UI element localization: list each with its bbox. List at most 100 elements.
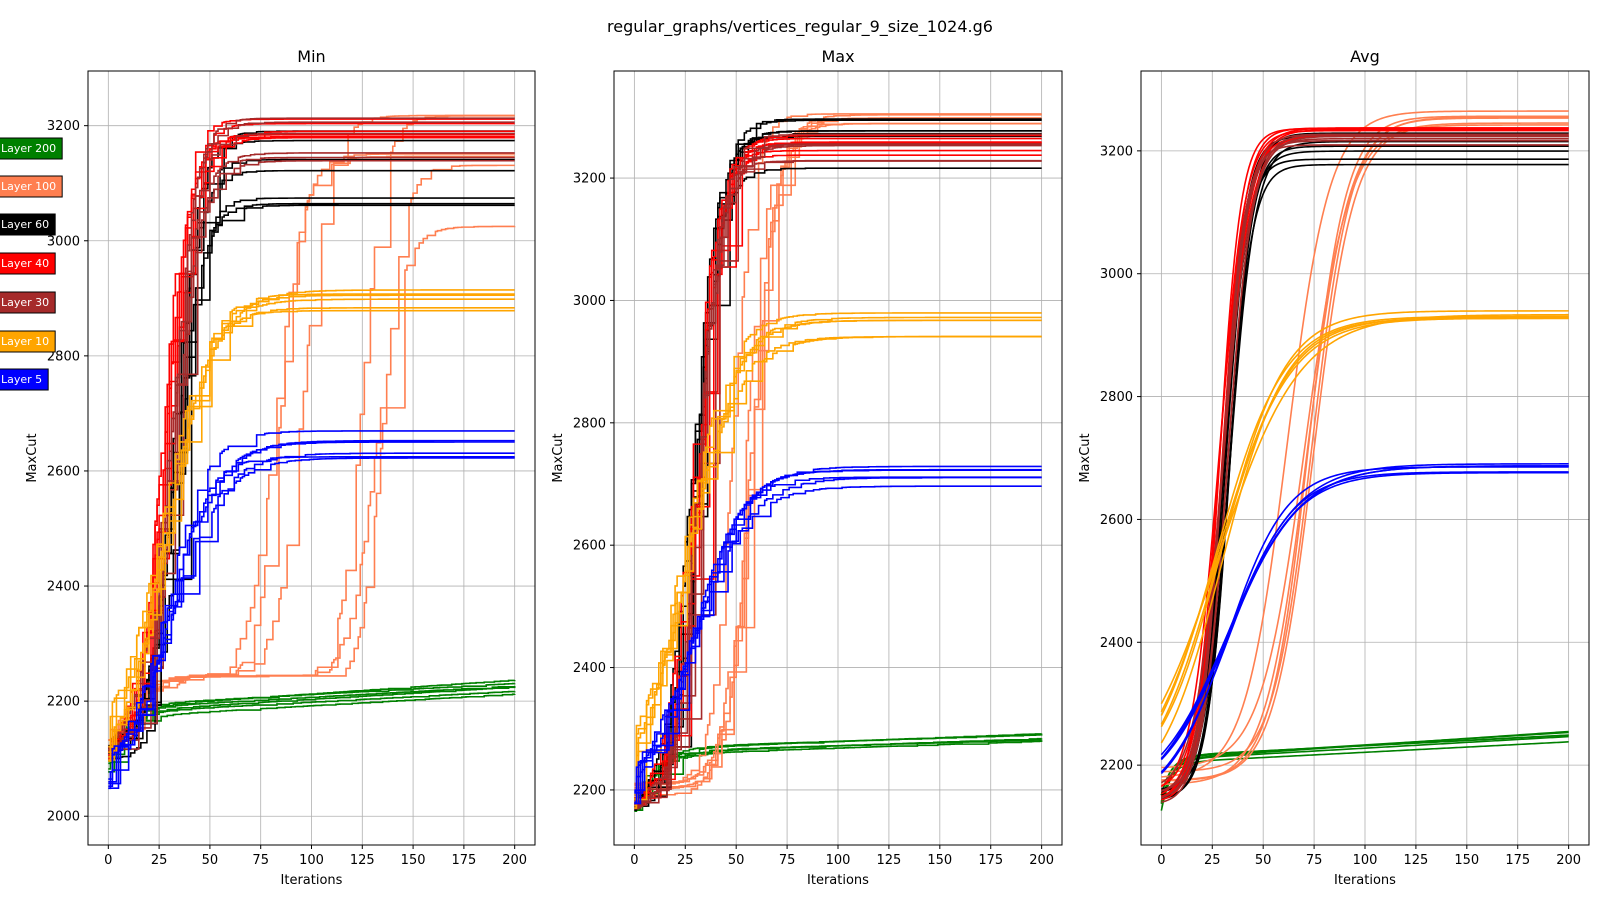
series-line-layer-30 bbox=[1160, 135, 1569, 784]
series-line-layer-100 bbox=[1161, 115, 1569, 781]
series-line-layer-60 bbox=[634, 119, 1042, 807]
x-tick-label: 50 bbox=[728, 853, 745, 868]
series-line-layer-30 bbox=[108, 159, 515, 752]
x-tick-label: 100 bbox=[826, 853, 851, 868]
series-line-layer-5 bbox=[108, 439, 515, 788]
series-line-layer-30 bbox=[1161, 139, 1569, 792]
series-line-layer-30 bbox=[108, 121, 515, 752]
y-axis-label: MaxCut bbox=[551, 433, 566, 482]
y-tick-label: 2400 bbox=[1100, 636, 1133, 651]
series-line-layer-5 bbox=[1160, 465, 1569, 760]
legend-label: Layer 30 bbox=[1, 296, 49, 309]
legend-label: Layer 5 bbox=[1, 373, 42, 386]
series-line-layer-60 bbox=[1161, 150, 1569, 799]
legend-swatch bbox=[0, 252, 56, 275]
series-line-layer-5 bbox=[108, 430, 515, 780]
x-tick-label: 75 bbox=[1306, 853, 1323, 868]
x-tick-label: 200 bbox=[1556, 853, 1581, 868]
series-line-layer-60 bbox=[1161, 158, 1569, 796]
subplot-title: Min bbox=[297, 47, 325, 66]
legend-swatch bbox=[0, 137, 63, 160]
y-tick-label: 3200 bbox=[573, 172, 606, 187]
series-line-layer-10 bbox=[1160, 313, 1569, 705]
series-line-layer-10 bbox=[108, 309, 515, 762]
legend-swatch bbox=[0, 291, 56, 314]
series-line-layer-5 bbox=[108, 457, 515, 790]
x-tick-label: 125 bbox=[876, 853, 901, 868]
y-tick-label: 2400 bbox=[47, 580, 80, 595]
series-line-layer-10 bbox=[108, 294, 515, 748]
x-axis-label: Iterations bbox=[1334, 873, 1396, 888]
y-tick-label: 3200 bbox=[47, 119, 80, 134]
series-line-layer-10 bbox=[1160, 315, 1569, 716]
legend-entry-layer-5: Layer 5 bbox=[0, 368, 49, 391]
legend-swatch bbox=[0, 368, 49, 391]
series-line-layer-200 bbox=[1160, 735, 1569, 803]
y-tick-label: 2600 bbox=[47, 464, 80, 479]
series-line-layer-200 bbox=[634, 739, 1043, 799]
series-line-layer-100 bbox=[108, 225, 516, 747]
series-lines bbox=[634, 113, 1043, 813]
x-tick-label: 125 bbox=[350, 853, 375, 868]
series-line-layer-10 bbox=[1160, 316, 1569, 725]
series-line-layer-30 bbox=[634, 133, 1042, 809]
x-tick-label: 75 bbox=[779, 853, 796, 868]
subplot-title: Max bbox=[821, 47, 854, 66]
series-line-layer-10 bbox=[108, 289, 515, 762]
series-line-layer-5 bbox=[108, 455, 515, 790]
series-line-layer-60 bbox=[634, 135, 1042, 801]
series-line-layer-100 bbox=[108, 115, 515, 753]
series-line-layer-5 bbox=[634, 476, 1042, 792]
series-line-layer-30 bbox=[1161, 137, 1569, 792]
x-tick-label: 125 bbox=[1403, 853, 1428, 868]
series-line-layer-40 bbox=[1160, 127, 1569, 788]
series-line-layer-200 bbox=[634, 733, 1043, 813]
y-axis-label: MaxCut bbox=[25, 433, 40, 482]
series-line-layer-100 bbox=[1161, 116, 1569, 786]
series-line-layer-10 bbox=[634, 316, 1042, 809]
x-axis-label: Iterations bbox=[807, 873, 869, 888]
series-line-layer-30 bbox=[634, 143, 1042, 796]
legend-entry-layer-60: Layer 60 bbox=[0, 213, 56, 236]
legend-entry-layer-40: Layer 40 bbox=[0, 252, 56, 275]
legend-label: Layer 10 bbox=[1, 335, 49, 348]
x-tick-label: 25 bbox=[1204, 853, 1221, 868]
series-line-layer-5 bbox=[634, 485, 1042, 805]
series-line-layer-200 bbox=[108, 686, 516, 770]
series-line-layer-10 bbox=[108, 298, 515, 753]
legend-entry-layer-30: Layer 30 bbox=[0, 291, 56, 314]
legend: Layer 200 Layer 100 Layer 60 Layer 40 Layer … bbox=[0, 137, 63, 391]
subplot-min: 0 25 50 75 100 125 150 175 200 2000 2200 2400 2600 28… bbox=[25, 47, 536, 888]
series-line-layer-30 bbox=[1161, 144, 1569, 804]
legend-entry-layer-10: Layer 10 bbox=[0, 330, 56, 353]
legend-label: Layer 100 bbox=[1, 180, 56, 193]
series-line-layer-40 bbox=[108, 133, 515, 754]
x-tick-label: 175 bbox=[1505, 853, 1530, 868]
x-tick-label: 0 bbox=[1157, 853, 1165, 868]
subplot-max: 0 25 50 75 100 125 150 175 200 2200 2400 2600 2800 30… bbox=[551, 47, 1063, 888]
subplot-avg: 0 25 50 75 100 125 150 175 200 2200 2400 2600 2800 30… bbox=[1078, 47, 1590, 888]
series-line-layer-10 bbox=[634, 312, 1042, 801]
x-tick-label: 200 bbox=[1029, 853, 1054, 868]
legend-label: Layer 40 bbox=[1, 257, 49, 270]
y-tick-label: 3000 bbox=[573, 294, 606, 309]
series-line-layer-100 bbox=[1161, 110, 1569, 778]
x-tick-label: 0 bbox=[104, 853, 112, 868]
series-line-layer-100 bbox=[634, 113, 1042, 785]
y-tick-label: 2400 bbox=[573, 661, 606, 676]
x-tick-label: 50 bbox=[202, 853, 219, 868]
legend-swatch bbox=[0, 330, 56, 353]
series-line-layer-100 bbox=[634, 122, 1042, 797]
series-line-layer-10 bbox=[108, 307, 515, 758]
x-tick-label: 0 bbox=[630, 853, 638, 868]
legend-swatch bbox=[0, 213, 56, 236]
legend-entry-layer-100: Layer 100 bbox=[0, 175, 63, 198]
series-line-layer-200 bbox=[634, 740, 1043, 811]
x-tick-label: 25 bbox=[677, 853, 694, 868]
legend-swatch bbox=[0, 175, 63, 198]
series-line-layer-200 bbox=[108, 679, 516, 773]
series-line-layer-30 bbox=[108, 152, 515, 750]
x-axis-label: Iterations bbox=[281, 873, 343, 888]
y-tick-label: 2600 bbox=[573, 539, 606, 554]
